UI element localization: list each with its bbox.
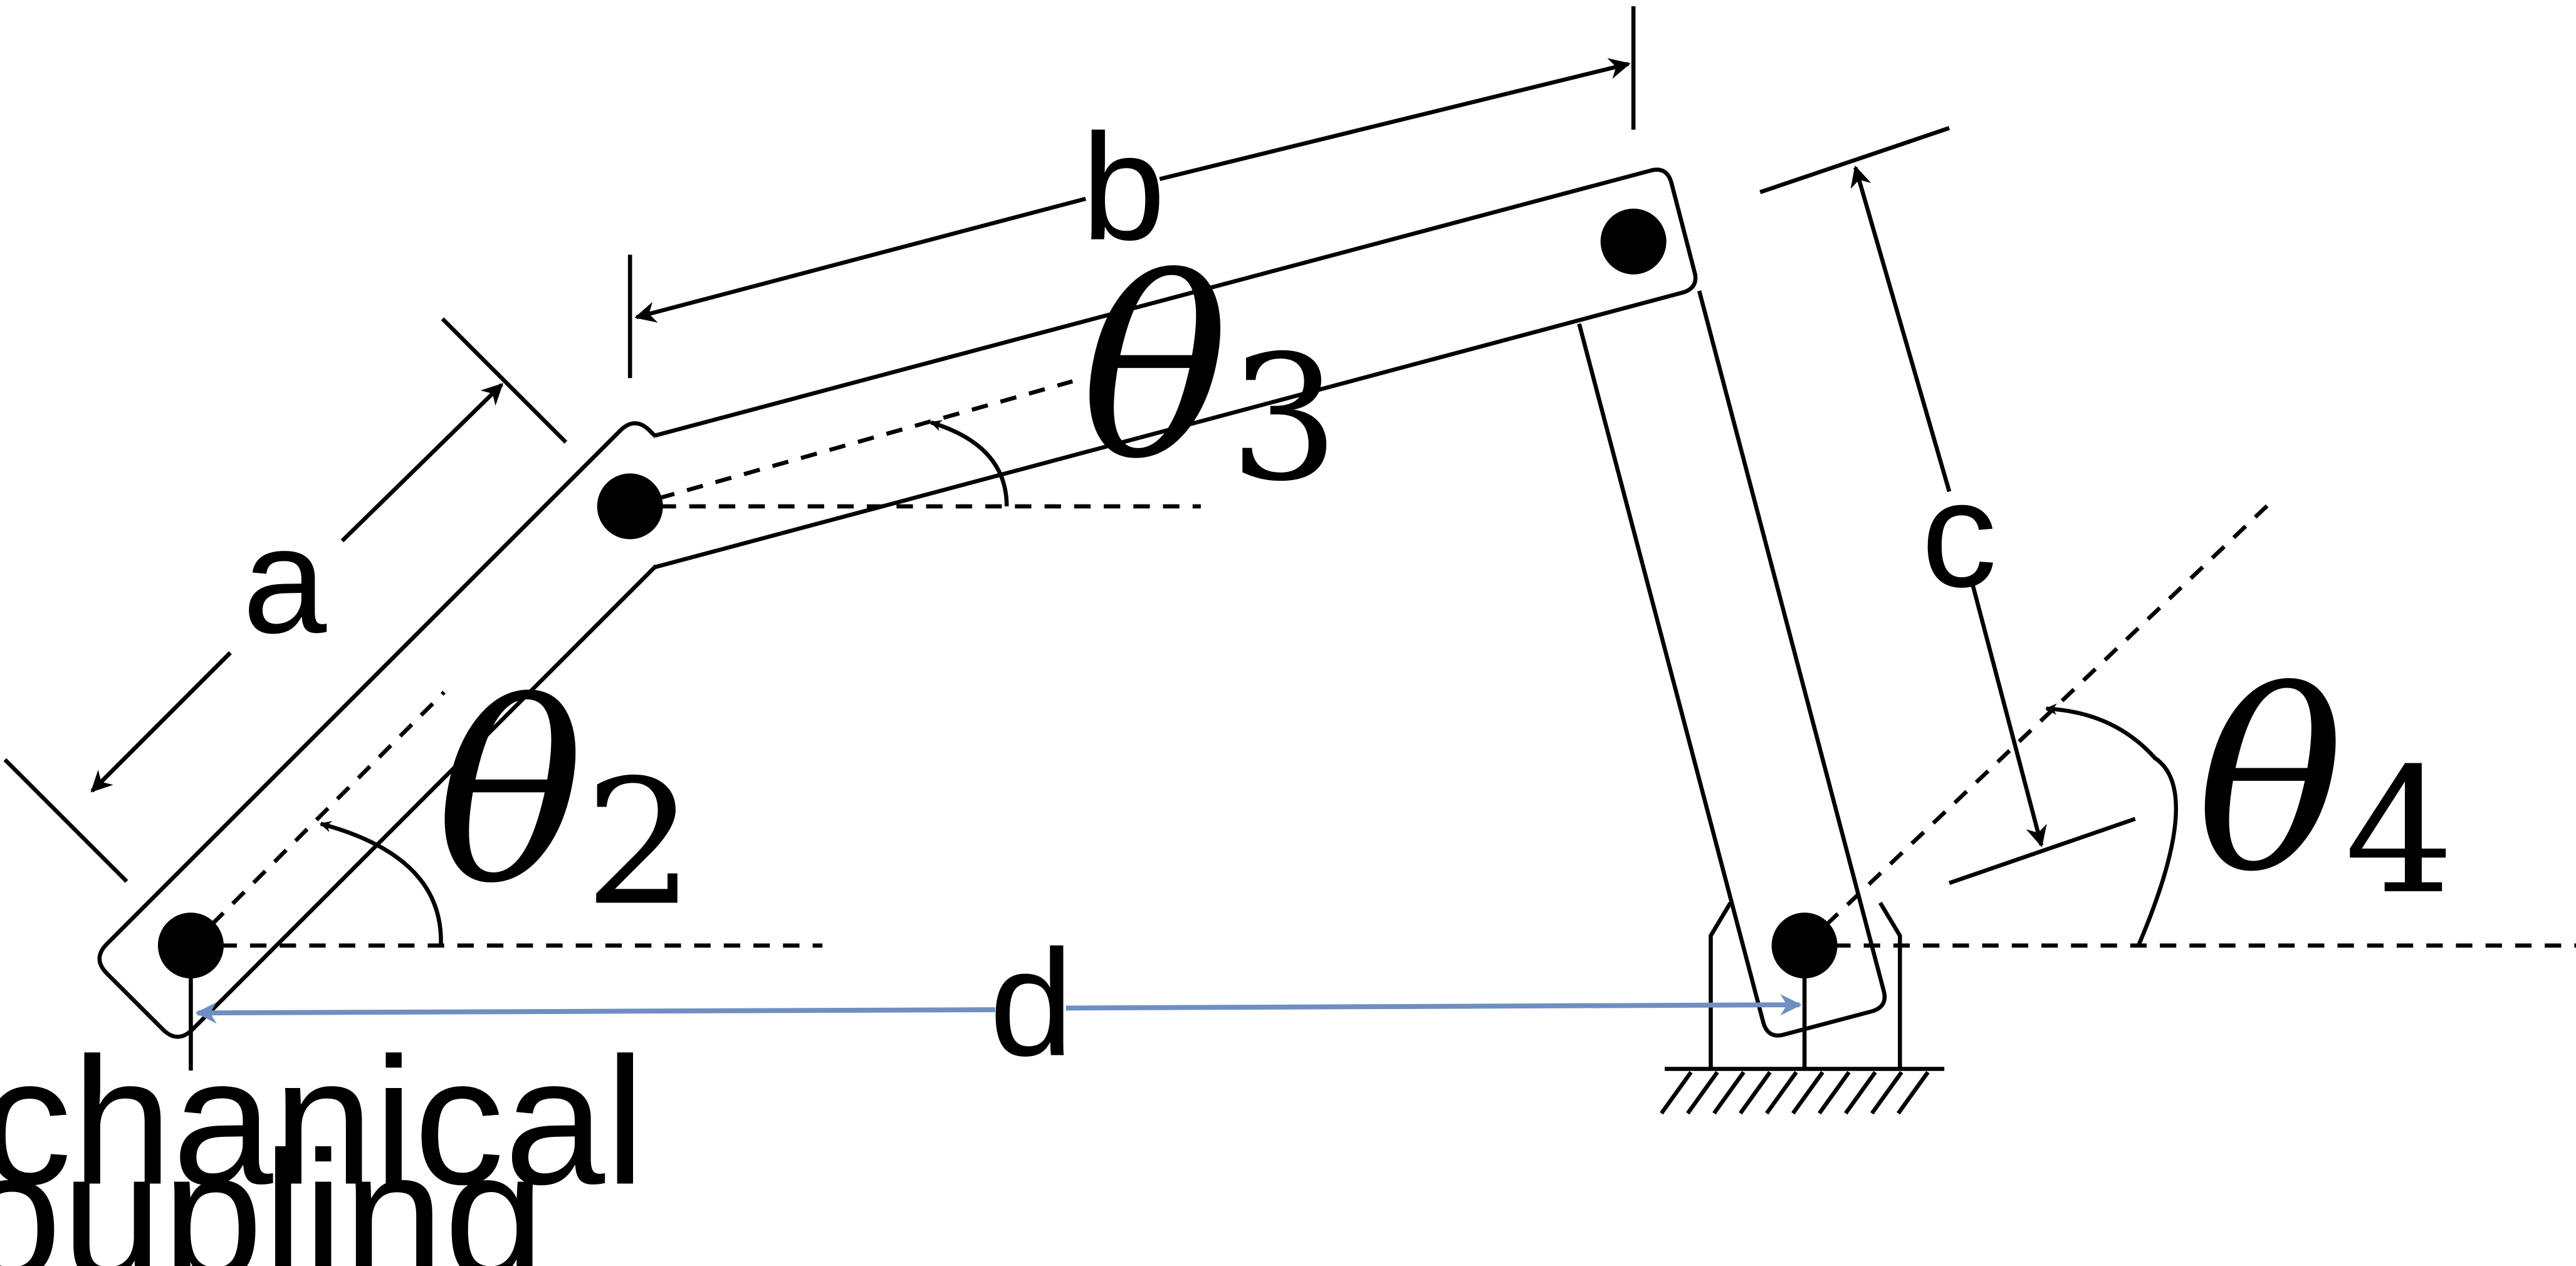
- label-theta3: θ3: [1081, 227, 1339, 520]
- joint-crank-coupler: [597, 473, 663, 540]
- joint-coupler-rocker: [1600, 208, 1667, 275]
- label-c: c: [1921, 450, 1997, 619]
- dimension-c: [1759, 126, 2136, 886]
- reference-lines: [189, 379, 2576, 948]
- label-a: a: [243, 496, 327, 665]
- ground-support: [1660, 901, 1945, 1115]
- link-b: [654, 167, 1698, 570]
- label-d: d: [989, 919, 1073, 1088]
- label-theta4: θ4: [2196, 639, 2454, 932]
- label-b: b: [1081, 103, 1165, 272]
- dimension-b: [627, 6, 1636, 379]
- joint-rocker-ground: [1771, 913, 1838, 979]
- dimension-a: [3, 317, 568, 883]
- caption-coupling: Coupling: [0, 1114, 545, 1266]
- angle-arcs: [320, 420, 2179, 946]
- label-theta2: θ2: [436, 651, 694, 944]
- joints: [157, 208, 1838, 979]
- link-c: [1577, 290, 1887, 1038]
- caption-mechanical: Mechanical: [0, 1020, 645, 1222]
- joint-crank-ground: [157, 913, 224, 979]
- dimension-d: [195, 994, 1802, 1024]
